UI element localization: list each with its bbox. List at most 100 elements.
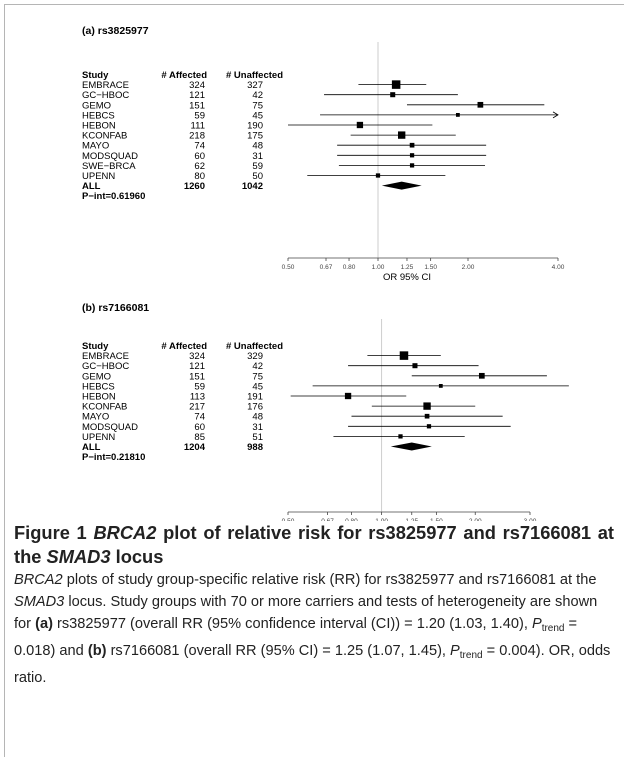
x-tick-label: 3.00 (524, 518, 537, 521)
study-estimate-box (409, 142, 415, 148)
x-tick-label: 1.25 (405, 518, 418, 521)
unaffected-count: 31 (252, 151, 263, 162)
study-estimate-box (397, 131, 406, 139)
study-name: GC−HBOC (82, 361, 129, 372)
ci-arrow (552, 111, 559, 119)
affected-count: 59 (194, 110, 205, 121)
study-estimate-box (399, 351, 409, 360)
study-estimate-box (390, 92, 396, 98)
study-name: HEBCS (82, 381, 115, 392)
x-axis-label: OR 95% CI (383, 272, 431, 283)
unaffected-count: 191 (247, 392, 263, 403)
affected-count: 217 (189, 402, 205, 413)
unaffected-count: 175 (247, 131, 263, 142)
affected-count: 324 (189, 80, 205, 91)
x-tick-label: 0.67 (320, 264, 333, 271)
study-estimate-box (478, 372, 485, 379)
unaffected-count: 48 (252, 141, 263, 152)
caption-title: Figure 1 BRCA2 plot of relative risk for… (14, 522, 614, 567)
overall-unaffected: 988 (247, 442, 263, 453)
study-estimate-box (398, 434, 403, 439)
column-header-study: Study (82, 70, 109, 81)
x-tick-label: 2.00 (469, 518, 482, 521)
affected-count: 74 (194, 412, 205, 423)
affected-count: 151 (189, 371, 205, 382)
unaffected-count: 42 (252, 90, 263, 101)
unaffected-count: 31 (252, 422, 263, 433)
study-name: MODSQUAD (82, 151, 138, 162)
study-estimate-box (409, 163, 415, 168)
affected-count: 62 (194, 161, 205, 172)
x-tick-label: 1.00 (372, 264, 385, 271)
unaffected-count: 51 (252, 432, 263, 443)
study-name: UPENN (82, 171, 115, 182)
column-header-unaffected: # Unaffected (226, 70, 283, 81)
x-tick-label: 1.50 (424, 264, 437, 271)
study-name: EMBRACE (82, 80, 129, 91)
study-name: GC−HBOC (82, 90, 129, 101)
x-tick-label: 0.80 (345, 518, 358, 521)
unaffected-count: 329 (247, 351, 263, 362)
study-name: UPENN (82, 432, 115, 443)
column-header-study: Study (82, 341, 109, 352)
study-estimate-box (412, 363, 418, 369)
study-estimate-box (423, 402, 431, 410)
study-name: EMBRACE (82, 351, 129, 362)
x-tick-label: 0.50 (282, 518, 295, 521)
affected-count: 59 (194, 381, 205, 392)
study-name: KCONFAB (82, 131, 127, 142)
p-int-label: P−int=0.21810 (82, 452, 145, 463)
study-estimate-box (375, 173, 381, 178)
study-name: KCONFAB (82, 402, 127, 413)
affected-count: 85 (194, 432, 205, 443)
p-int-label: P−int=0.61960 (82, 191, 145, 202)
affected-count: 113 (190, 392, 205, 403)
caption-body: BRCA2 plots of study group-specific rela… (14, 572, 611, 686)
study-name: SWE−BRCA (82, 161, 136, 172)
study-estimate-box (356, 121, 364, 129)
study-name: GEMO (82, 100, 111, 111)
overall-label: ALL (82, 181, 101, 192)
panel-label: (b) rs7166081 (82, 302, 149, 314)
affected-count: 74 (194, 141, 205, 152)
overall-diamond (390, 442, 432, 451)
overall-unaffected: 1042 (242, 181, 263, 192)
x-tick-label: 2.00 (462, 264, 475, 271)
affected-count: 111 (191, 121, 205, 132)
overall-affected: 1204 (184, 442, 206, 453)
study-estimate-box (409, 153, 415, 158)
unaffected-count: 45 (252, 110, 263, 121)
figure-caption: Figure 1 BRCA2 plot of relative risk for… (14, 521, 614, 689)
study-estimate-box (426, 424, 432, 429)
overall-label: ALL (82, 442, 101, 453)
overall-affected: 1260 (184, 181, 205, 192)
overall-diamond (381, 181, 422, 190)
unaffected-count: 176 (247, 402, 263, 413)
frame-top-rule (4, 4, 624, 5)
column-header-affected: # Affected (161, 341, 207, 352)
unaffected-count: 75 (252, 100, 263, 111)
column-header-affected: # Affected (161, 70, 207, 81)
study-estimate-box (391, 80, 401, 89)
study-name: GEMO (82, 371, 111, 382)
study-estimate-box (438, 383, 443, 388)
x-tick-label: 1.50 (430, 518, 443, 521)
study-estimate-box (477, 101, 484, 108)
affected-count: 60 (194, 422, 205, 433)
x-tick-label: 0.50 (282, 264, 295, 271)
figure-frame (4, 4, 624, 757)
unaffected-count: 75 (252, 371, 263, 382)
unaffected-count: 42 (252, 361, 263, 372)
affected-count: 121 (189, 361, 205, 372)
affected-count: 151 (189, 100, 205, 111)
x-tick-label: 0.67 (321, 518, 334, 521)
study-name: MAYO (82, 412, 109, 423)
affected-count: 80 (194, 171, 205, 182)
forest-plots: (a) rs3825977 Study # Affected # Unaffected… (82, 25, 569, 521)
affected-count: 60 (194, 151, 205, 162)
affected-count: 324 (189, 351, 205, 362)
unaffected-count: 50 (252, 171, 263, 182)
column-header-unaffected: # Unaffected (226, 341, 283, 352)
study-name: HEBCS (82, 110, 115, 121)
study-estimate-box (344, 392, 352, 400)
